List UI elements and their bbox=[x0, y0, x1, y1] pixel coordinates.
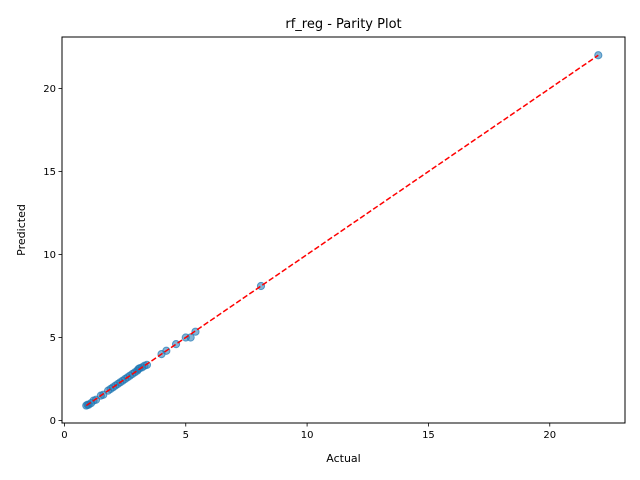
y-tick-label: 20 bbox=[43, 84, 56, 95]
x-tick-label: 20 bbox=[543, 430, 556, 441]
x-axis-label: Actual bbox=[326, 452, 360, 465]
y-axis-label: Predicted bbox=[15, 204, 28, 256]
chart-title: rf_reg - Parity Plot bbox=[285, 17, 401, 32]
y-tick-label: 0 bbox=[50, 416, 56, 427]
y-tick-label: 15 bbox=[43, 167, 56, 178]
y-tick-label: 10 bbox=[43, 250, 56, 261]
y-axis-ticks: 0 5 10 15 20 bbox=[43, 84, 62, 427]
x-tick-label: 0 bbox=[61, 430, 67, 441]
axes-frame bbox=[61, 36, 626, 424]
x-axis-ticks: 0 5 10 15 20 bbox=[61, 423, 556, 441]
y-tick-label: 5 bbox=[50, 333, 56, 344]
plot-area bbox=[82, 51, 603, 410]
x-tick-label: 10 bbox=[301, 430, 314, 441]
parity-line bbox=[85, 54, 599, 407]
x-tick-label: 5 bbox=[183, 430, 189, 441]
x-tick-label: 15 bbox=[422, 430, 435, 441]
